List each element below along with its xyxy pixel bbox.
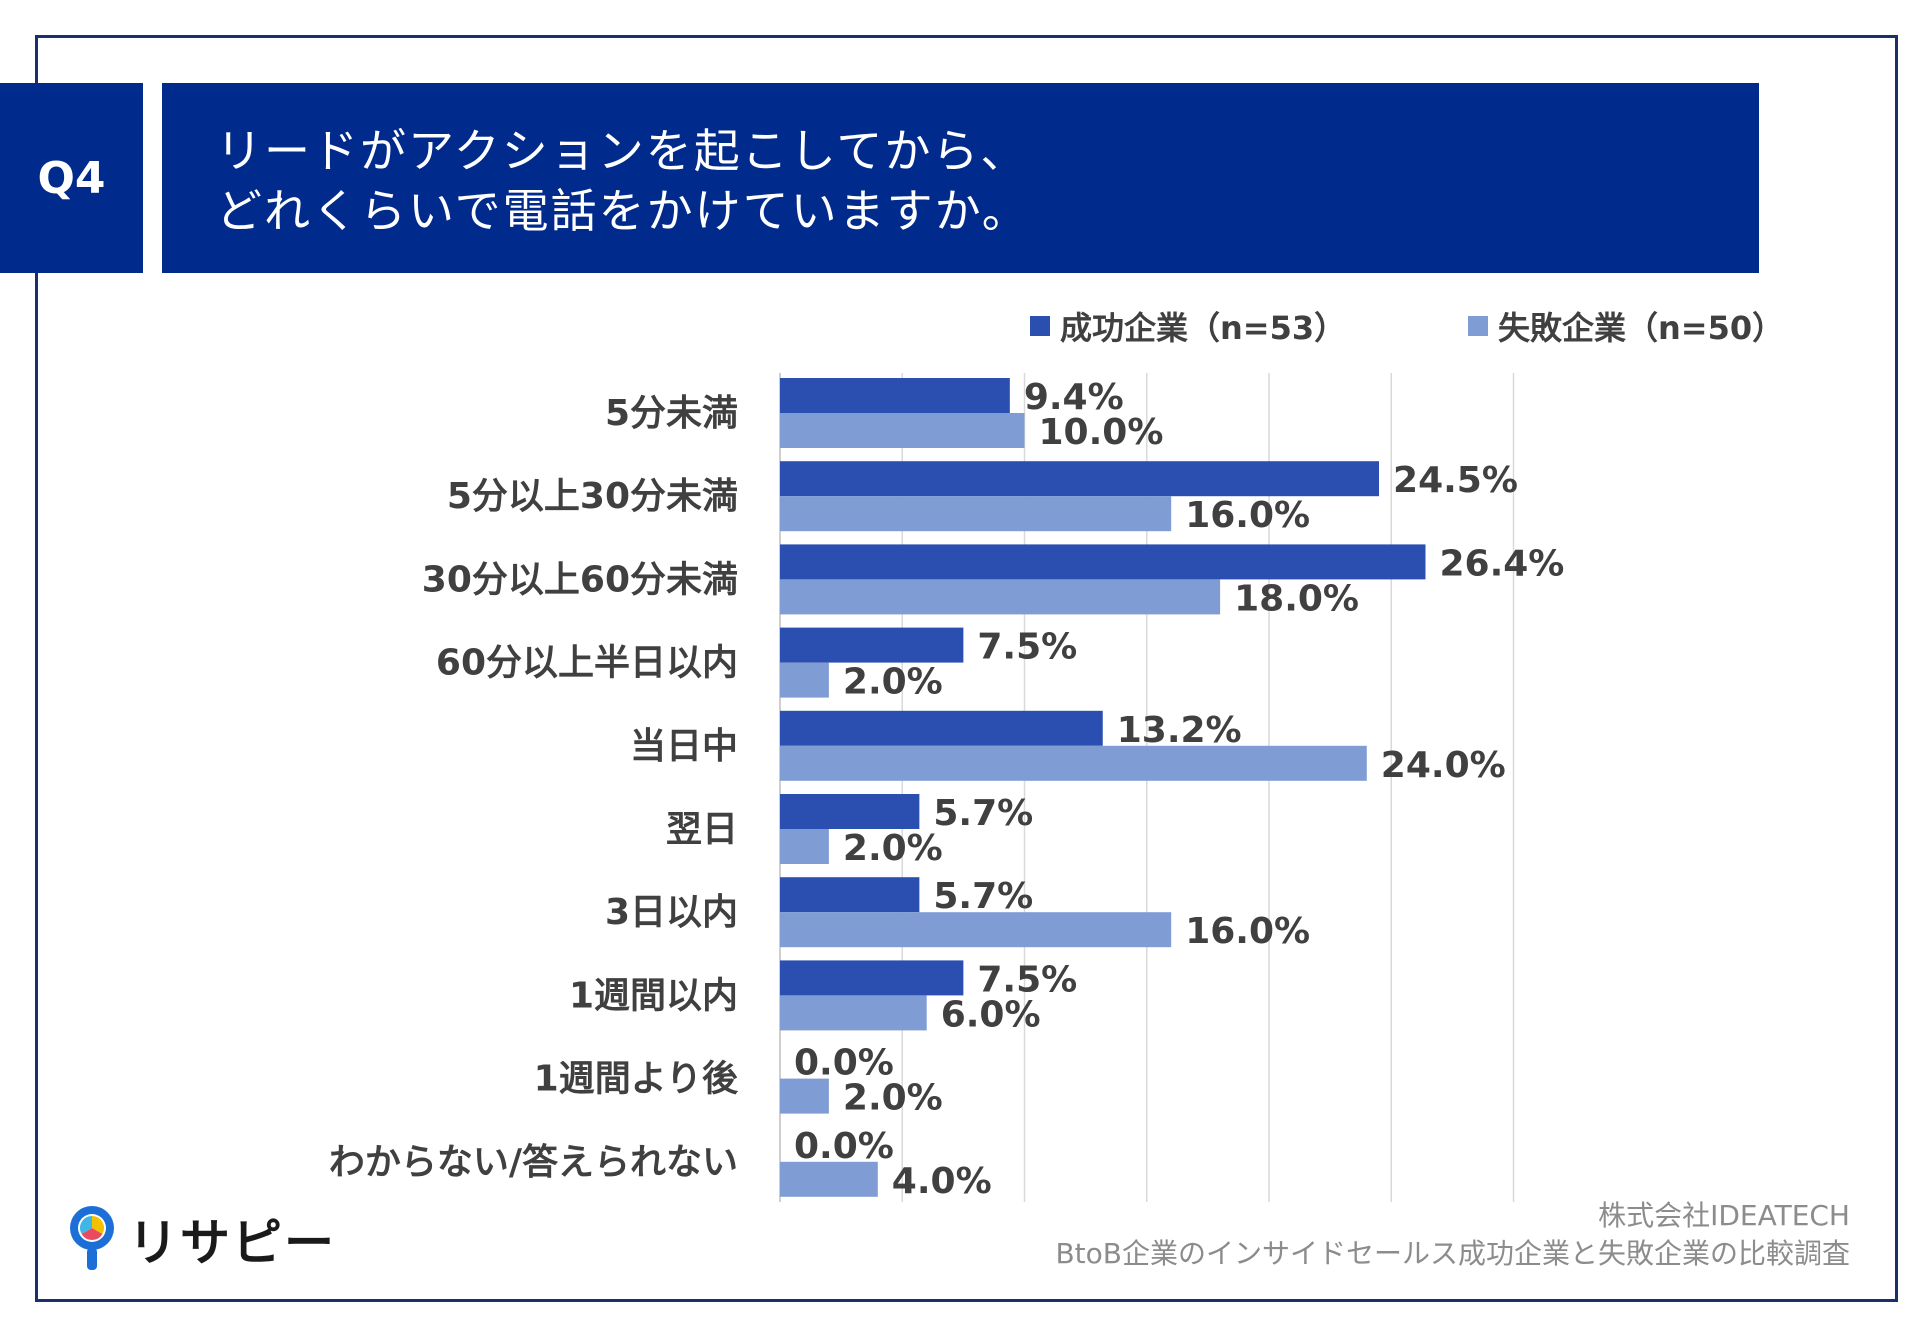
category-label: 翌日 — [666, 809, 738, 850]
logo-text: リサピー — [128, 1214, 336, 1272]
data-label-failure: 24.0% — [1381, 745, 1506, 786]
credit-survey: BtoB企業のインサイドセールス成功企業と失敗企業の比較調査 — [1055, 1237, 1850, 1270]
data-label-success: 0.0% — [794, 1126, 894, 1167]
category-label: 5分未満 — [605, 393, 738, 434]
data-label-success: 5.7% — [933, 876, 1033, 917]
bar-success — [780, 794, 920, 829]
legend-item-success: 成功企業（n=53） — [1030, 303, 1346, 349]
data-label-success: 7.5% — [977, 959, 1077, 1000]
bar-failure — [780, 496, 1172, 532]
title-line-2: どれくらいで電話をかけていますか。 — [216, 184, 1030, 238]
legend-swatch-success — [1030, 316, 1050, 336]
category-label: 当日中 — [630, 726, 738, 767]
title-line-1: リードがアクションを起こしてから、 — [216, 124, 1029, 178]
data-label-success: 7.5% — [977, 627, 1077, 668]
legend-label-success: 成功企業（n=53） — [1060, 309, 1347, 347]
category-label: 3日以内 — [605, 892, 738, 933]
bar-success — [780, 461, 1380, 497]
bar-failure — [780, 912, 1172, 948]
data-label-success: 9.4% — [1024, 377, 1124, 418]
data-label-failure: 2.0% — [843, 828, 943, 869]
category-label: 5分以上30分未満 — [447, 476, 738, 517]
bar-success — [780, 960, 964, 996]
logo: リサピー — [68, 1203, 336, 1275]
bar-success — [780, 877, 920, 913]
data-label-failure: 4.0% — [892, 1161, 992, 1202]
category-label: 1週間より後 — [534, 1059, 739, 1100]
category-label: 30分以上60分未満 — [422, 559, 738, 600]
bar-failure — [780, 1078, 829, 1114]
bar-failure — [780, 995, 927, 1031]
question-title: リードがアクションを起こしてから、 どれくらいで電話をかけていますか。 — [162, 83, 1759, 273]
data-label-failure: 18.0% — [1234, 578, 1359, 619]
bar-success — [780, 544, 1426, 580]
data-label-failure: 10.0% — [1039, 412, 1164, 453]
category-label: 1週間以内 — [569, 975, 738, 1016]
credit-company: 株式会社IDEATECH — [1598, 1199, 1850, 1232]
data-label-success: 24.5% — [1393, 460, 1518, 501]
bar-success — [780, 710, 1103, 746]
bar-success — [780, 627, 964, 663]
bar-failure — [780, 1161, 878, 1197]
data-label-failure: 6.0% — [941, 994, 1041, 1035]
category-label: 60分以上半日以内 — [436, 643, 738, 684]
bar-failure — [780, 745, 1367, 781]
data-label-success: 26.4% — [1439, 543, 1564, 584]
outer-frame — [35, 35, 1898, 1302]
bar-failure — [780, 662, 829, 698]
legend-label-failure: 失敗企業（n=50） — [1498, 309, 1785, 347]
bar-success — [780, 378, 1010, 413]
logo-pin-icon — [70, 1206, 114, 1270]
data-label-success: 5.7% — [933, 793, 1033, 834]
data-label-failure: 2.0% — [843, 662, 943, 703]
data-label-failure: 16.0% — [1185, 911, 1310, 952]
bar-failure — [780, 413, 1025, 448]
data-label-failure: 16.0% — [1185, 495, 1310, 536]
bar-failure — [780, 829, 829, 864]
data-label-success: 0.0% — [794, 1043, 894, 1084]
bar-failure — [780, 579, 1221, 615]
question-label: Q4 — [0, 83, 143, 273]
data-label-failure: 2.0% — [843, 1078, 943, 1119]
legend-swatch-failure — [1468, 316, 1488, 336]
category-label: わからない/答えられない — [329, 1142, 738, 1183]
data-label-success: 13.2% — [1117, 710, 1242, 751]
legend-item-failure: 失敗企業（n=50） — [1468, 303, 1784, 349]
